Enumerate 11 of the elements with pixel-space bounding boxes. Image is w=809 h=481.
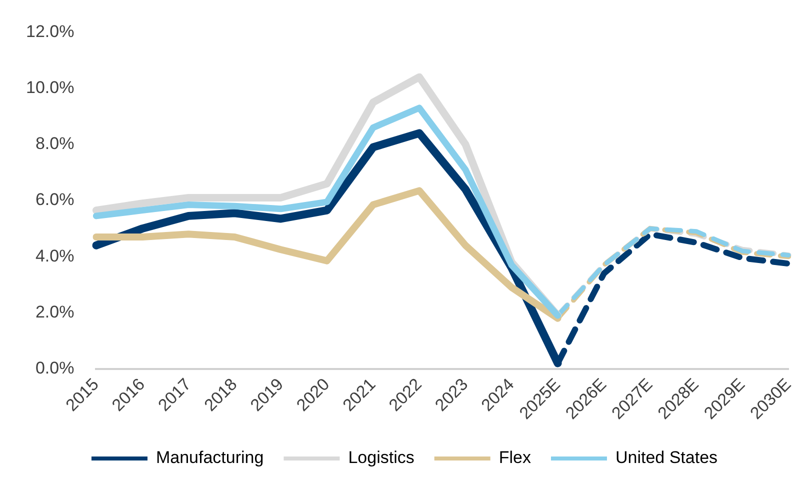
legend-label: Flex: [498, 448, 532, 468]
legend-label: United States: [615, 448, 718, 468]
legend-label: Manufacturing: [156, 448, 264, 468]
legend-label: Logistics: [348, 448, 414, 468]
y-tick-label: 0.0%: [35, 358, 74, 378]
y-tick-label: 10.0%: [26, 78, 74, 97]
y-tick-label: 12.0%: [26, 22, 74, 41]
y-tick-label: 2.0%: [35, 302, 74, 322]
y-tick-label: 6.0%: [35, 190, 74, 210]
y-tick-label: 8.0%: [35, 134, 74, 154]
y-tick-label: 4.0%: [35, 246, 74, 266]
